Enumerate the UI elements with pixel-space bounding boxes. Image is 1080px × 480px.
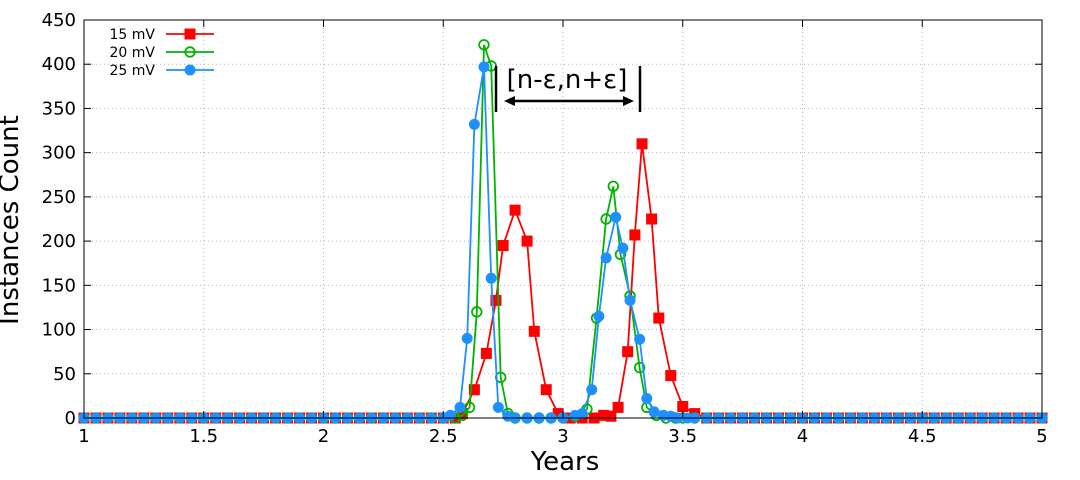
data-point-25-mv: [586, 384, 598, 396]
y-tick-label: 300: [42, 143, 76, 164]
legend-label-25-mv: 25 mV: [110, 63, 156, 79]
data-point-15-mv: [646, 213, 658, 225]
data-point-25-mv: [468, 118, 480, 130]
legend-label-15-mv: 15 mV: [110, 27, 156, 43]
x-tick-label: 5: [1036, 426, 1047, 447]
data-point-25-mv: [593, 310, 605, 322]
y-tick-label: 400: [42, 54, 76, 75]
y-tick-label: 0: [65, 408, 76, 429]
x-tick-label: 1.5: [189, 426, 218, 447]
x-tick-label: 2: [318, 426, 329, 447]
data-point-15-mv: [677, 401, 689, 413]
y-axis-title: Instances Count: [0, 115, 25, 325]
data-point-15-mv: [605, 410, 617, 422]
data-point-25-mv: [485, 272, 497, 284]
data-point-25-mv: [444, 409, 456, 421]
data-point-20-mv: [478, 39, 490, 51]
data-point-15-mv: [528, 325, 540, 337]
data-point-15-mv: [598, 409, 610, 421]
x-tick-label: 2.5: [429, 426, 458, 447]
data-point-25-mv: [648, 406, 660, 418]
series-25-mv: [78, 61, 1048, 424]
data-point-15-mv: [509, 204, 521, 216]
legend-label-20-mv: 20 mV: [110, 45, 156, 61]
data-point-20-mv: [471, 306, 483, 318]
data-point-15-mv: [468, 384, 480, 396]
y-tick-label: 450: [42, 10, 76, 31]
data-point-15-mv: [665, 370, 677, 382]
data-point-20-mv: [607, 180, 619, 192]
legend-marker-15-mv: [184, 28, 196, 40]
x-tick-label: 3.5: [668, 426, 697, 447]
data-point-25-mv: [634, 333, 646, 345]
data-point-25-mv: [461, 332, 473, 344]
data-point-15-mv: [552, 408, 564, 420]
data-point-15-mv: [480, 347, 492, 359]
data-point-25-mv: [576, 408, 588, 420]
interval-arrow-left-head: [504, 96, 515, 106]
data-point-25-mv: [610, 211, 622, 223]
y-tick-label: 350: [42, 98, 76, 119]
y-tick-label: 250: [42, 187, 76, 208]
data-point-25-mv: [641, 393, 653, 405]
data-point-15-mv: [490, 294, 502, 306]
legend: 15 mV 20 mV 25 mV: [110, 27, 214, 79]
series-20-mv: [78, 39, 1048, 424]
x-axis-title: Years: [530, 447, 600, 477]
data-point-20-mv: [633, 361, 646, 374]
y-tick-label: 100: [42, 320, 76, 341]
data-point-25-mv: [454, 401, 466, 413]
epsilon-interval-label: [n-ε,n+ε]: [507, 65, 628, 95]
data-point-15-mv: [653, 312, 665, 324]
y-tick-label: 200: [42, 231, 76, 252]
data-point-15-mv: [521, 235, 533, 247]
data-point-25-mv: [600, 252, 612, 264]
x-tick-label: 1: [78, 426, 89, 447]
x-tick-label: 3: [557, 426, 568, 447]
interval-arrow-right-head: [623, 96, 634, 106]
data-point-15-mv: [629, 229, 641, 241]
series-line-25-mv: [84, 66, 1042, 419]
legend-marker-25-mv: [184, 64, 196, 76]
series-group: [78, 39, 1048, 424]
data-point-15-mv: [636, 138, 648, 150]
data-point-25-mv: [617, 242, 629, 254]
data-point-25-mv: [492, 401, 504, 413]
data-point-15-mv: [456, 408, 468, 420]
data-point-15-mv: [622, 346, 634, 358]
data-point-25-mv: [478, 61, 490, 73]
legend-marker-20-mv: [184, 46, 196, 58]
x-tick-label: 4: [797, 426, 808, 447]
data-point-25-mv: [624, 294, 636, 306]
y-tick-label: 50: [53, 364, 76, 385]
data-point-15-mv: [540, 384, 552, 396]
x-tick-label: 4.5: [908, 426, 937, 447]
axis-ticks: 1 1.5 2 2.5 3 3.5 4 4.5 505010015020025030035040…: [42, 10, 1048, 447]
data-point-15-mv: [497, 240, 509, 252]
y-tick-label: 150: [42, 275, 76, 296]
data-point-15-mv: [612, 401, 624, 413]
epsilon-interval-annotation: [n-ε,n+ε]: [494, 65, 642, 112]
